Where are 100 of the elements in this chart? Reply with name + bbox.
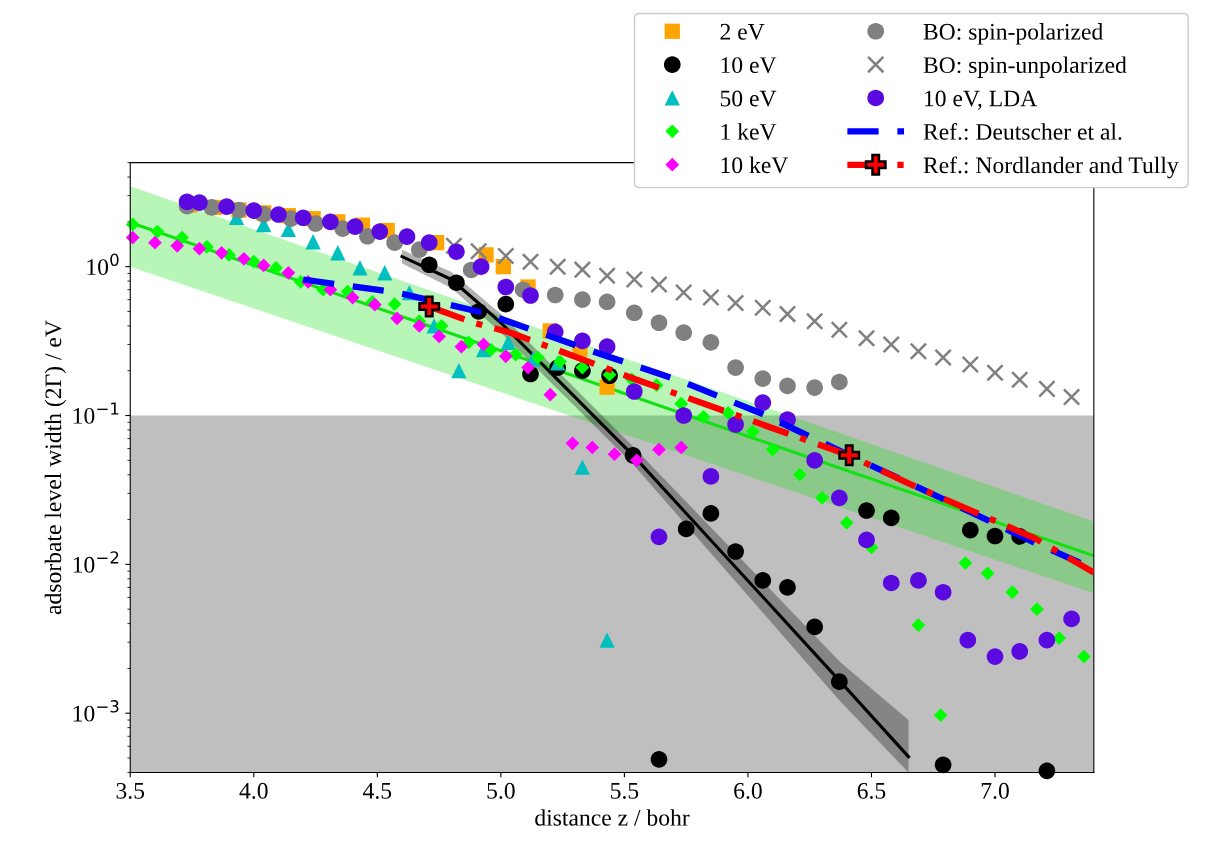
point bbox=[148, 235, 162, 250]
point bbox=[1038, 379, 1056, 398]
point bbox=[214, 245, 229, 260]
point bbox=[390, 311, 404, 326]
point bbox=[371, 223, 389, 240]
point bbox=[726, 294, 745, 312]
point bbox=[420, 256, 438, 274]
point bbox=[305, 234, 321, 250]
legend-label: 10 eV, LDA bbox=[925, 90, 1038, 110]
point bbox=[574, 332, 591, 350]
point bbox=[625, 270, 644, 289]
y-axis-title: adsorbate level width (2Γ) / eV bbox=[44, 320, 67, 615]
point bbox=[858, 531, 875, 549]
point bbox=[986, 527, 1004, 545]
point bbox=[1030, 602, 1044, 617]
point bbox=[831, 673, 848, 690]
point bbox=[721, 406, 736, 420]
point bbox=[522, 287, 539, 304]
point bbox=[1005, 585, 1020, 600]
legend-label: Ref.: Deutscher et al. bbox=[923, 122, 1122, 140]
point bbox=[961, 521, 979, 539]
point bbox=[675, 324, 693, 342]
point bbox=[831, 489, 848, 507]
point bbox=[650, 750, 668, 768]
point bbox=[246, 254, 261, 269]
point bbox=[986, 363, 1004, 382]
point bbox=[650, 275, 668, 294]
point bbox=[497, 295, 515, 313]
point bbox=[345, 290, 360, 305]
point bbox=[531, 350, 545, 365]
point bbox=[294, 209, 312, 227]
point bbox=[412, 319, 427, 333]
point bbox=[322, 213, 339, 231]
point bbox=[548, 257, 567, 276]
legend-label: Ref.: Nordlander and Tully bbox=[923, 156, 1179, 179]
y-tick-label: 10$^{−1}$ bbox=[73, 402, 119, 424]
point bbox=[521, 360, 535, 375]
point bbox=[778, 305, 797, 323]
x-tick-label: 6.5 bbox=[857, 782, 886, 799]
point bbox=[934, 583, 952, 601]
legend-label: BO: spin-polarized bbox=[923, 23, 1103, 45]
point bbox=[911, 618, 926, 633]
point bbox=[754, 370, 772, 387]
point bbox=[753, 298, 772, 317]
point bbox=[498, 349, 513, 364]
point bbox=[765, 442, 780, 457]
point bbox=[607, 447, 622, 462]
point bbox=[432, 329, 446, 344]
point bbox=[1062, 388, 1081, 406]
x-axis-title: distance z / bohr bbox=[535, 809, 690, 826]
point bbox=[1011, 643, 1029, 660]
point bbox=[281, 265, 296, 280]
point bbox=[980, 566, 995, 581]
point bbox=[910, 572, 927, 589]
point bbox=[270, 206, 287, 223]
y-tick-label: 10$^{−3}$ bbox=[73, 700, 119, 722]
point bbox=[574, 291, 591, 309]
point bbox=[839, 515, 854, 530]
x-tick-label: 5.5 bbox=[611, 783, 639, 799]
point bbox=[508, 347, 523, 362]
point bbox=[496, 247, 515, 265]
point bbox=[805, 312, 824, 331]
point bbox=[125, 217, 140, 232]
point bbox=[448, 274, 465, 292]
point bbox=[377, 265, 393, 281]
point bbox=[543, 387, 558, 402]
point bbox=[702, 505, 720, 522]
point bbox=[469, 242, 488, 261]
point bbox=[352, 260, 368, 276]
point bbox=[521, 252, 540, 271]
point bbox=[806, 451, 823, 469]
point bbox=[387, 297, 402, 312]
point bbox=[701, 288, 720, 307]
y-tick-label: 10$^{−2}$ bbox=[73, 551, 119, 573]
point bbox=[434, 319, 449, 333]
point bbox=[650, 528, 668, 546]
point bbox=[806, 618, 823, 636]
point bbox=[574, 459, 591, 475]
point bbox=[1052, 631, 1067, 645]
point bbox=[585, 440, 600, 455]
point bbox=[674, 440, 689, 455]
point bbox=[792, 467, 807, 482]
point bbox=[191, 194, 208, 212]
point bbox=[958, 556, 973, 570]
point bbox=[830, 320, 849, 339]
point bbox=[451, 363, 467, 379]
point bbox=[1010, 370, 1029, 389]
point bbox=[330, 245, 346, 261]
legend-label: 10 keV bbox=[721, 156, 789, 174]
point bbox=[565, 436, 580, 451]
point bbox=[858, 502, 875, 519]
point bbox=[702, 334, 720, 351]
point bbox=[484, 342, 498, 357]
point bbox=[598, 293, 616, 311]
point bbox=[386, 234, 403, 251]
point bbox=[625, 304, 643, 322]
point bbox=[677, 520, 695, 538]
point bbox=[599, 632, 615, 648]
point bbox=[245, 202, 263, 219]
point bbox=[598, 266, 616, 285]
